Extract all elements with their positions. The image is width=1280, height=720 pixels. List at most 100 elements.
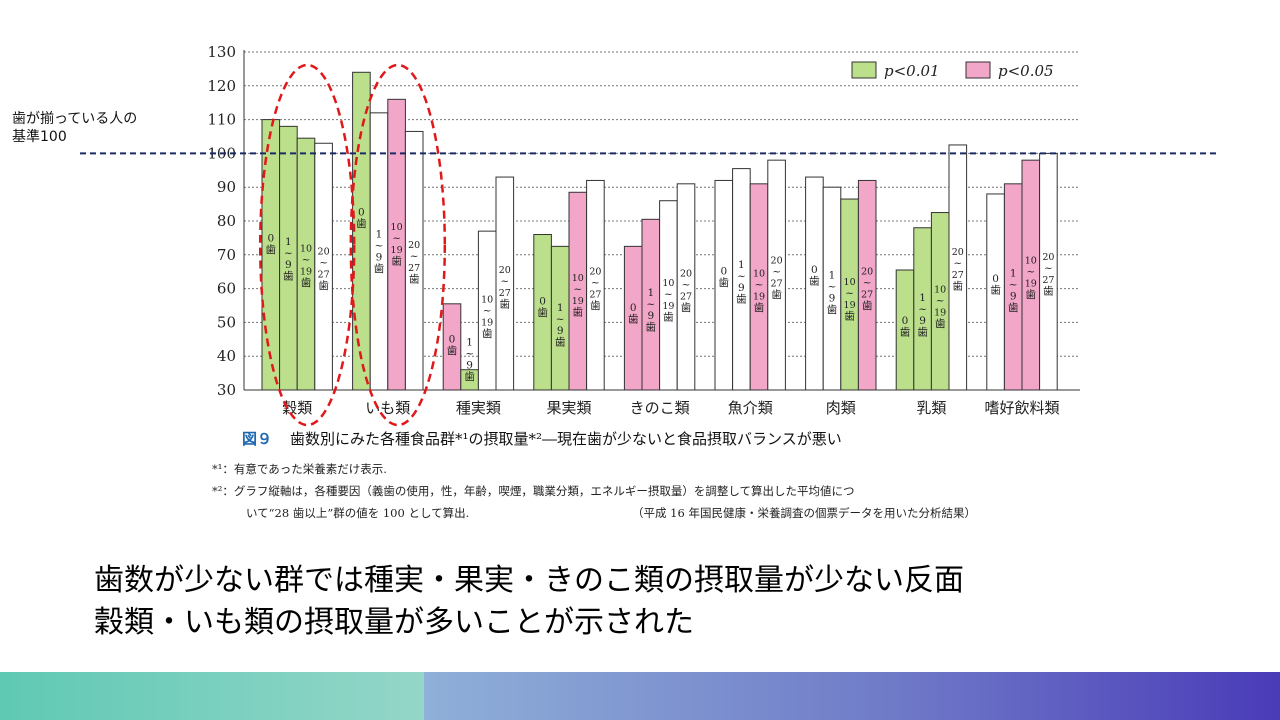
bar-label: ~ bbox=[319, 257, 328, 269]
note-3: いて“28 歯以上”群の値を 100 として算出. （平成 16 年国民健康・栄… bbox=[212, 502, 1092, 524]
bar-label: 9 bbox=[919, 315, 926, 327]
category-label: いも類 bbox=[365, 399, 410, 417]
bar-label: 歯 bbox=[1043, 284, 1054, 297]
bar-label: 歯 bbox=[573, 306, 584, 319]
y-tick-label: 70 bbox=[217, 246, 236, 264]
bar-label: 歯 bbox=[482, 327, 493, 340]
y-tick-label: 120 bbox=[207, 77, 236, 95]
bar-chart: 304050607080901001101201300歯1~9歯10~19歯20… bbox=[80, 43, 1220, 427]
bar-label: 歯 bbox=[736, 293, 747, 306]
y-tick-label: 110 bbox=[207, 111, 236, 129]
bar-label: 9 bbox=[466, 360, 473, 372]
bar-label: 19 bbox=[572, 296, 584, 307]
note-2: *²：グラフ縦軸は，各種要因（義歯の使用，性，年齢，喫煙，職業分類，エネルギー摂… bbox=[212, 484, 855, 498]
bar-label: 歯 bbox=[917, 325, 928, 338]
bar-label: 歯 bbox=[719, 276, 730, 289]
figure-number: 図９ bbox=[242, 430, 273, 448]
bar-label: 0 bbox=[358, 206, 365, 218]
y-tick-label: 130 bbox=[207, 43, 236, 61]
category-label: 乳類 bbox=[916, 399, 946, 417]
bar-label: ~ bbox=[863, 277, 872, 289]
bar-label: 歯 bbox=[537, 306, 548, 319]
legend-swatch bbox=[851, 61, 877, 79]
category-label: 嗜好飲料類 bbox=[984, 399, 1059, 417]
bar-label: 20 bbox=[589, 267, 601, 278]
bar-label: 歯 bbox=[318, 279, 329, 292]
bar-label: ~ bbox=[737, 271, 746, 283]
category-label: 魚介類 bbox=[728, 399, 773, 417]
bar-label: ~ bbox=[465, 348, 474, 360]
bar-label: 歯 bbox=[356, 217, 367, 230]
bar-label: 27 bbox=[861, 290, 873, 301]
bar-label: 歯 bbox=[1026, 288, 1037, 301]
bar-label: 9 bbox=[647, 310, 654, 322]
category-label: 果実類 bbox=[546, 399, 591, 417]
bar-label: 歯 bbox=[900, 326, 911, 339]
bar bbox=[404, 130, 424, 391]
bar-label: 19 bbox=[481, 318, 493, 329]
bar-label: ~ bbox=[392, 233, 401, 245]
bar-label: ~ bbox=[646, 299, 655, 311]
bar bbox=[1039, 152, 1058, 391]
category-label: 穀類 bbox=[282, 399, 312, 417]
bar-label: ~ bbox=[284, 247, 293, 259]
bar-label: 9 bbox=[738, 282, 745, 294]
bar-label: 10 bbox=[753, 269, 765, 280]
bar bbox=[767, 159, 786, 391]
bar-label: 9 bbox=[285, 259, 292, 271]
bar-label: 歯 bbox=[935, 317, 946, 330]
bar-label: 1 bbox=[919, 292, 926, 304]
bar-label: 歯 bbox=[374, 262, 385, 275]
bar-label: 19 bbox=[1025, 279, 1037, 290]
bar-label: 0 bbox=[630, 302, 637, 314]
bar-label: 歯 bbox=[1008, 301, 1019, 314]
bar-label: 10 bbox=[481, 295, 493, 306]
bar-label: 1 bbox=[557, 302, 564, 314]
y-tick-label: 30 bbox=[217, 381, 236, 399]
figure-caption: 図９ 歯数別にみた各種食品群*¹の摂取量*²―現在歯が少ないと食品摂取バランスが悪… bbox=[242, 428, 1122, 449]
bar-label: 27 bbox=[1042, 275, 1054, 286]
bar-label: ~ bbox=[573, 284, 582, 296]
legend-label: p<0.01 bbox=[884, 62, 940, 80]
bar-label: 19 bbox=[844, 300, 856, 311]
legend-label: p<0.05 bbox=[998, 62, 1054, 80]
bar-label: 歯 bbox=[646, 321, 657, 334]
bar-label: 10 bbox=[391, 222, 403, 233]
bar-label: ~ bbox=[772, 266, 781, 278]
bar-label: 27 bbox=[680, 292, 692, 303]
bar-label: 10 bbox=[572, 273, 584, 284]
bar-label: 20 bbox=[771, 256, 783, 267]
bar-label: ~ bbox=[1009, 279, 1018, 291]
bar-label: 0 bbox=[720, 266, 727, 278]
bar-label: ~ bbox=[953, 258, 962, 270]
bar-label: 9 bbox=[376, 252, 383, 264]
y-tick-label: 60 bbox=[217, 280, 236, 298]
reference-note: 歯が揃っている人の 基準100 bbox=[12, 110, 212, 146]
bar-label: 27 bbox=[589, 290, 601, 301]
bar-label: 10 bbox=[934, 284, 946, 295]
bar-label: ~ bbox=[918, 303, 927, 315]
bar-label: 20 bbox=[1042, 252, 1054, 263]
bar-label: 27 bbox=[318, 269, 330, 280]
bar bbox=[676, 183, 696, 391]
bar bbox=[495, 176, 515, 391]
bar-label: ~ bbox=[682, 279, 691, 291]
bar bbox=[442, 303, 462, 391]
bar-label: 19 bbox=[934, 307, 946, 318]
bar-label: 9 bbox=[1010, 291, 1017, 303]
legend-swatch bbox=[965, 61, 991, 79]
bar-label: 歯 bbox=[409, 272, 420, 285]
figure-title: 歯数別にみた各種食品群*¹の摂取量*²―現在歯が少ないと食品摂取バランスが悪い bbox=[290, 430, 842, 448]
bar-label: 0 bbox=[902, 315, 909, 327]
bar-label: 歯 bbox=[555, 335, 566, 348]
reference-note-line-2: 基準100 bbox=[12, 129, 67, 145]
bar-label: 20 bbox=[680, 269, 692, 280]
bar-label: 0 bbox=[992, 273, 999, 285]
bar-label: 27 bbox=[952, 270, 964, 281]
category-label: 種実類 bbox=[456, 399, 501, 417]
bar-label: 歯 bbox=[663, 310, 674, 323]
note-1: *¹：有意であった栄養素だけ表示. bbox=[212, 462, 387, 476]
bar-label: 歯 bbox=[754, 301, 765, 314]
bar-label: 0 bbox=[539, 295, 546, 307]
bar-label: 歯 bbox=[447, 344, 458, 357]
